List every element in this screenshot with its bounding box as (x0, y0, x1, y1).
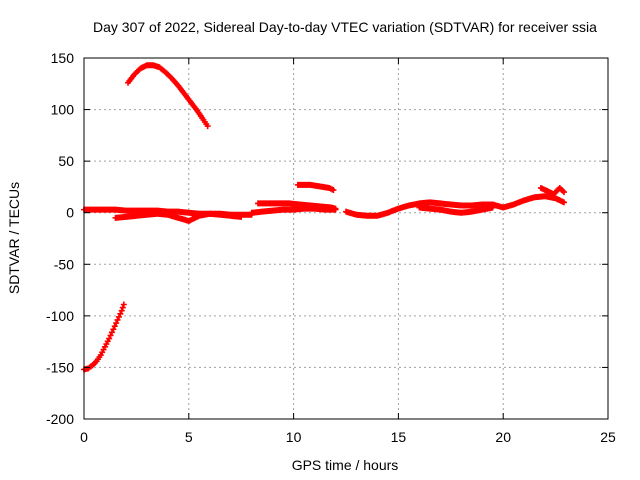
y-tick-label: 150 (51, 50, 75, 66)
y-tick-label: 0 (66, 205, 74, 221)
data-point (238, 213, 245, 220)
data-point (106, 335, 113, 342)
series-track-low-early (81, 301, 127, 373)
plot-frame (83, 57, 609, 420)
series-track-late-b (416, 204, 496, 216)
series-track-end (537, 184, 567, 198)
x-tick-label: 15 (391, 429, 407, 445)
data-point (120, 301, 127, 308)
y-tick-label: 100 (51, 102, 75, 118)
x-axis-label: GPS time / hours (292, 457, 399, 473)
grid-lines (84, 58, 608, 419)
series-track-near-zero-b (112, 210, 245, 224)
chart-title: Day 307 of 2022, Sidereal Day-to-day VTE… (93, 19, 597, 35)
data-points (81, 62, 567, 373)
data-point (114, 316, 121, 323)
data-point (117, 310, 124, 317)
data-point (115, 313, 122, 320)
data-point (332, 206, 339, 213)
y-tick-label: 50 (58, 153, 74, 169)
x-tick-label: 0 (80, 429, 88, 445)
data-point (108, 329, 115, 336)
data-point (119, 304, 126, 311)
data-point (560, 189, 567, 196)
data-point (489, 204, 496, 211)
x-tick-label: 25 (600, 429, 616, 445)
series-track-mid-c (248, 205, 339, 216)
x-tick-label: 10 (286, 429, 302, 445)
data-point (330, 187, 337, 194)
y-axis-label: SDTVAR / TECUs (6, 182, 22, 294)
y-tick-label: -50 (54, 256, 74, 272)
axis-ticks: 0 5 10 15 20 25 -200 -150 -100 -50 0 50 100 150 (46, 50, 616, 445)
data-point (118, 307, 125, 314)
series-track-high-early (125, 62, 211, 130)
data-point (107, 332, 114, 339)
data-point (110, 326, 117, 333)
y-tick-label: -150 (46, 359, 74, 375)
data-point (204, 123, 211, 130)
x-tick-label: 5 (185, 429, 193, 445)
series-track-mid-b (294, 181, 337, 194)
x-tick-label: 20 (495, 429, 511, 445)
data-point (111, 323, 118, 330)
y-tick-label: -100 (46, 308, 74, 324)
y-tick-label: -200 (46, 411, 74, 427)
data-point (113, 320, 120, 327)
data-point (560, 199, 567, 206)
